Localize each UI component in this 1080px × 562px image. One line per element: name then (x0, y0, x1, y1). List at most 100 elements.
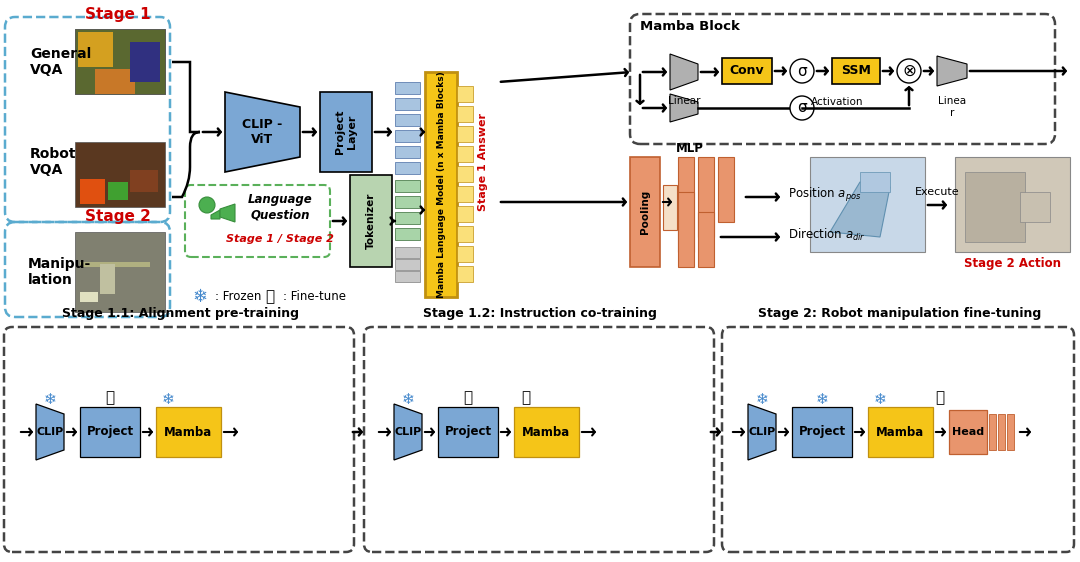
FancyBboxPatch shape (130, 170, 158, 192)
FancyBboxPatch shape (949, 410, 987, 454)
FancyBboxPatch shape (426, 72, 457, 297)
FancyBboxPatch shape (80, 292, 98, 302)
Text: σ: σ (797, 101, 807, 116)
FancyBboxPatch shape (998, 414, 1005, 450)
FancyBboxPatch shape (457, 166, 473, 182)
Polygon shape (831, 182, 890, 237)
FancyBboxPatch shape (438, 407, 498, 457)
Circle shape (897, 59, 921, 83)
FancyBboxPatch shape (989, 414, 996, 450)
FancyBboxPatch shape (320, 92, 372, 172)
Text: Position $a_{pos}$: Position $a_{pos}$ (788, 186, 862, 204)
Text: Project: Project (798, 425, 846, 438)
Text: : Fine-tune: : Fine-tune (283, 291, 346, 303)
FancyBboxPatch shape (80, 179, 105, 204)
Text: ❄: ❄ (162, 392, 174, 406)
FancyBboxPatch shape (395, 130, 420, 142)
FancyBboxPatch shape (395, 228, 420, 240)
Text: Stage 2: Stage 2 (85, 210, 151, 224)
FancyBboxPatch shape (78, 32, 113, 67)
FancyBboxPatch shape (75, 29, 165, 94)
FancyBboxPatch shape (678, 157, 694, 252)
Text: Stage 2 Action: Stage 2 Action (963, 257, 1061, 270)
FancyBboxPatch shape (678, 192, 694, 267)
FancyBboxPatch shape (395, 180, 420, 192)
Text: ⊗: ⊗ (902, 62, 916, 80)
Text: Pooling: Pooling (640, 190, 650, 234)
FancyBboxPatch shape (718, 157, 734, 222)
FancyBboxPatch shape (457, 146, 473, 162)
Text: Stage 1.2: Instruction co-training: Stage 1.2: Instruction co-training (423, 307, 657, 320)
FancyBboxPatch shape (792, 407, 852, 457)
Text: ❄: ❄ (874, 392, 887, 406)
Text: Head: Head (951, 427, 984, 437)
Text: Stage 1: Stage 1 (85, 7, 150, 21)
Text: Mamba Block: Mamba Block (640, 20, 740, 33)
Text: Manipu-
lation: Manipu- lation (28, 257, 91, 287)
Text: Mamba: Mamba (876, 425, 924, 438)
Text: σ: σ (797, 64, 807, 79)
FancyBboxPatch shape (95, 69, 135, 94)
Text: Language
Question: Language Question (247, 193, 312, 221)
Text: Stage 1.1: Alignment pre-training: Stage 1.1: Alignment pre-training (62, 307, 298, 320)
Text: CLIP: CLIP (748, 427, 775, 437)
Text: SSM: SSM (841, 65, 870, 78)
FancyBboxPatch shape (457, 266, 473, 282)
Text: ❄: ❄ (192, 288, 207, 306)
FancyBboxPatch shape (75, 29, 165, 94)
Text: Activation: Activation (811, 97, 863, 107)
FancyBboxPatch shape (663, 185, 677, 230)
FancyBboxPatch shape (955, 157, 1070, 252)
Text: Linear: Linear (667, 96, 700, 106)
Text: Tokenizer: Tokenizer (366, 193, 376, 249)
FancyBboxPatch shape (457, 226, 473, 242)
Polygon shape (36, 404, 64, 460)
FancyBboxPatch shape (457, 106, 473, 122)
Circle shape (199, 197, 215, 213)
Text: 🔥: 🔥 (935, 391, 945, 406)
FancyBboxPatch shape (395, 82, 420, 94)
FancyBboxPatch shape (395, 146, 420, 158)
Circle shape (789, 59, 814, 83)
FancyBboxPatch shape (108, 182, 129, 200)
Text: Robot
VQA: Robot VQA (30, 147, 77, 177)
Text: Execute: Execute (915, 187, 959, 197)
Text: Conv: Conv (730, 65, 765, 78)
FancyBboxPatch shape (75, 142, 165, 207)
FancyBboxPatch shape (810, 157, 924, 252)
Text: ❄: ❄ (43, 392, 56, 406)
FancyBboxPatch shape (966, 172, 1025, 242)
FancyBboxPatch shape (395, 259, 420, 270)
Text: Project
Layer: Project Layer (335, 110, 356, 154)
FancyBboxPatch shape (457, 86, 473, 102)
FancyBboxPatch shape (395, 98, 420, 110)
Text: ❄: ❄ (402, 392, 415, 406)
Text: CLIP: CLIP (37, 427, 64, 437)
Polygon shape (937, 56, 967, 86)
FancyBboxPatch shape (457, 186, 473, 202)
Text: Project: Project (445, 425, 491, 438)
FancyBboxPatch shape (395, 114, 420, 126)
Text: Stage 1 Answer: Stage 1 Answer (478, 113, 488, 211)
FancyBboxPatch shape (1007, 414, 1014, 450)
Circle shape (789, 96, 814, 120)
Text: 🔥: 🔥 (266, 289, 274, 305)
Polygon shape (394, 404, 422, 460)
FancyBboxPatch shape (1020, 192, 1050, 222)
Text: Mamba Language Model (n x Mamba Blocks): Mamba Language Model (n x Mamba Blocks) (436, 71, 446, 298)
FancyBboxPatch shape (80, 407, 140, 457)
FancyBboxPatch shape (457, 246, 473, 262)
FancyBboxPatch shape (395, 196, 420, 208)
Text: Stage 1 / Stage 2: Stage 1 / Stage 2 (226, 234, 334, 244)
Text: ❄: ❄ (756, 392, 768, 406)
Text: General
VQA: General VQA (30, 47, 91, 77)
Text: MLP: MLP (676, 143, 704, 156)
Text: Project: Project (86, 425, 134, 438)
FancyBboxPatch shape (395, 247, 420, 258)
Text: : Frozen: : Frozen (215, 291, 261, 303)
Text: Direction $a_{dir}$: Direction $a_{dir}$ (788, 227, 865, 243)
FancyBboxPatch shape (156, 407, 221, 457)
Text: Mamba: Mamba (522, 425, 570, 438)
Polygon shape (748, 404, 777, 460)
Text: Stage 2: Robot manipulation fine-tuning: Stage 2: Robot manipulation fine-tuning (758, 307, 1041, 320)
